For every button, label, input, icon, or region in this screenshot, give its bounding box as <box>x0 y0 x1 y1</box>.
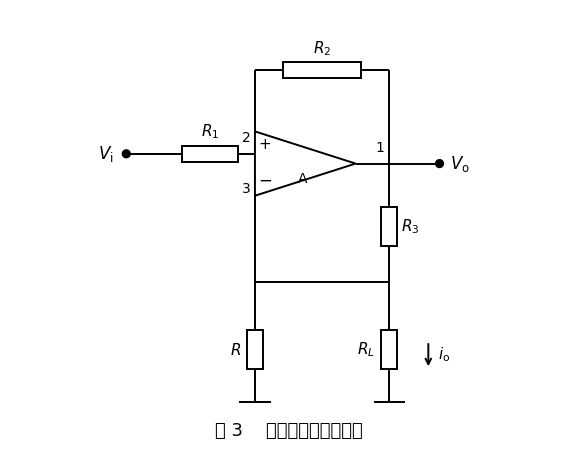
Text: $R_1$: $R_1$ <box>201 123 219 141</box>
Text: $-$: $-$ <box>258 171 272 188</box>
Polygon shape <box>255 131 355 196</box>
Bar <box>381 330 397 369</box>
Text: 1: 1 <box>376 141 385 155</box>
Text: $R$: $R$ <box>230 342 241 357</box>
Text: A: A <box>298 172 307 186</box>
Circle shape <box>436 159 444 168</box>
Text: 图 3    豪兰德电流源电路图: 图 3 豪兰德电流源电路图 <box>215 422 362 440</box>
Text: $R_L$: $R_L$ <box>357 340 375 359</box>
Bar <box>283 62 361 78</box>
Text: 2: 2 <box>242 131 250 145</box>
Text: +: + <box>258 137 271 152</box>
Bar <box>381 207 397 246</box>
Bar <box>182 146 238 162</box>
Text: $V_{\rm i}$: $V_{\rm i}$ <box>99 144 114 164</box>
Circle shape <box>122 150 130 158</box>
Text: $R_2$: $R_2$ <box>313 39 331 58</box>
Text: 3: 3 <box>242 183 250 197</box>
Text: $V_{\rm o}$: $V_{\rm o}$ <box>449 154 470 173</box>
Text: $i_{\rm o}$: $i_{\rm o}$ <box>439 346 451 365</box>
Text: $R_3$: $R_3$ <box>402 217 420 236</box>
Bar <box>247 330 263 369</box>
